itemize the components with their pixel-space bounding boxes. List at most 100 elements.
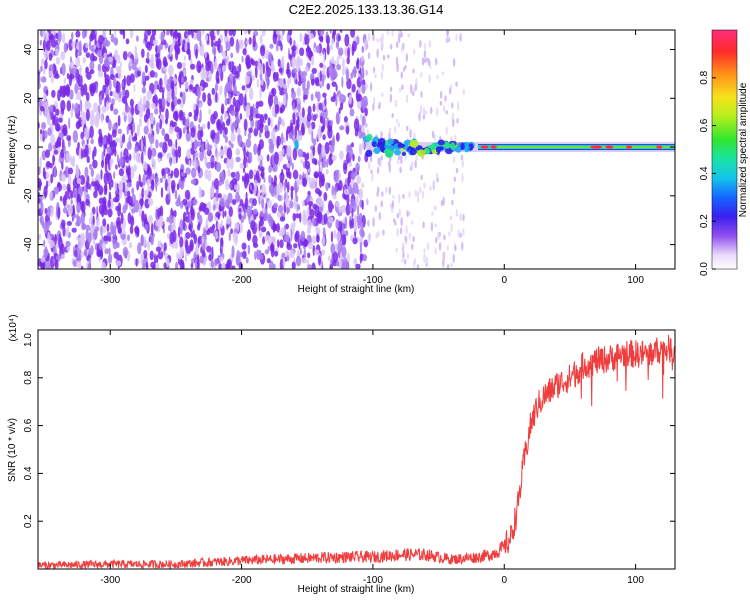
noise-cell: [261, 198, 265, 209]
noise-cell: [266, 154, 270, 162]
noise-cell: [446, 35, 450, 42]
noise-cell: [118, 156, 124, 167]
noise-cell: [435, 172, 439, 178]
noise-cell: [93, 190, 98, 199]
noise-cell: [135, 258, 138, 267]
noise-cell: [396, 118, 399, 124]
noise-cell: [120, 233, 126, 240]
noise-cell: [321, 73, 325, 87]
noise-cell: [226, 158, 231, 170]
noise-cell: [96, 220, 99, 227]
noise-cell: [434, 246, 437, 256]
noise-cell: [292, 112, 296, 126]
noise-cell: [338, 205, 344, 213]
noise-cell: [438, 242, 442, 251]
noise-cell: [460, 154, 464, 161]
noise-cell: [315, 45, 321, 54]
noise-cell: [48, 70, 54, 77]
noise-cell: [289, 37, 293, 46]
noise-cell: [149, 127, 152, 136]
noise-cell: [392, 218, 396, 223]
noise-cell: [297, 148, 304, 158]
noise-cell: [367, 52, 371, 60]
x-tick-label: -300: [100, 575, 120, 586]
noise-cell: [100, 225, 103, 237]
noise-cell: [242, 166, 246, 174]
noise-cell: [182, 198, 188, 206]
noise-cell: [141, 48, 145, 59]
noise-cell: [377, 230, 380, 238]
noise-cell: [40, 202, 44, 214]
noise-cell: [326, 83, 331, 90]
noise-cell: [212, 223, 216, 230]
noise-cell: [314, 91, 318, 99]
noise-cell: [301, 257, 307, 264]
signal-cell: [455, 145, 462, 153]
noise-cell: [302, 76, 307, 83]
noise-cell: [195, 141, 201, 147]
noise-cell: [42, 30, 46, 39]
noise-cell: [449, 215, 453, 221]
noise-cell: [454, 134, 457, 143]
noise-cell: [375, 232, 378, 239]
noise-cell: [56, 126, 61, 132]
noise-cell: [108, 97, 112, 104]
noise-cell: [229, 157, 234, 170]
noise-cell: [241, 55, 244, 63]
noise-cell: [239, 162, 244, 169]
noise-cell: [268, 142, 275, 154]
noise-cell: [450, 263, 453, 268]
noise-cell: [114, 30, 117, 37]
noise-cell: [56, 136, 62, 149]
noise-cell: [42, 39, 46, 52]
noise-cell: [129, 216, 135, 227]
y-tick-label: 0.2: [23, 514, 34, 528]
colorbar-tick-label: 0.2: [699, 214, 710, 228]
noise-cell: [155, 254, 159, 264]
noise-cell: [301, 107, 305, 118]
noise-cell: [298, 174, 303, 181]
noise-cell: [163, 242, 167, 252]
noise-cell: [385, 186, 388, 194]
noise-cell: [318, 206, 323, 212]
noise-cell: [38, 73, 41, 86]
noise-cell: [296, 86, 301, 98]
noise-cell: [192, 198, 198, 205]
noise-cell: [327, 255, 331, 261]
noise-cell: [362, 254, 368, 262]
noise-cell: [146, 41, 153, 51]
noise-cell: [388, 186, 392, 195]
noise-cell: [228, 73, 234, 83]
noise-cell: [277, 33, 281, 41]
noise-cell: [76, 177, 82, 185]
noise-cell: [84, 126, 90, 140]
noise-cell: [268, 183, 274, 194]
noise-cell: [280, 227, 286, 236]
noise-cell: [218, 235, 221, 241]
noise-cell: [243, 211, 247, 220]
noise-cell: [77, 141, 80, 149]
noise-cell: [163, 262, 167, 269]
noise-cell: [342, 67, 345, 76]
noise-cell: [263, 176, 266, 183]
noise-cell: [187, 211, 190, 217]
noise-cell: [404, 235, 407, 243]
noise-cell: [258, 223, 261, 231]
noise-cell: [307, 105, 312, 116]
noise-cell: [138, 173, 141, 186]
noise-cell: [228, 93, 232, 105]
noise-cell: [44, 59, 48, 70]
noise-cell: [406, 210, 409, 217]
noise-cell: [301, 126, 305, 136]
noise-cell: [79, 174, 86, 185]
noise-cell: [305, 47, 312, 53]
noise-cell: [310, 121, 316, 130]
noise-cell: [98, 204, 104, 215]
noise-cell: [434, 237, 438, 244]
noise-cell: [138, 205, 142, 217]
noise-cell: [185, 131, 191, 142]
noise-cell: [67, 167, 74, 175]
noise-cell: [53, 165, 57, 178]
noise-cell: [113, 171, 116, 180]
